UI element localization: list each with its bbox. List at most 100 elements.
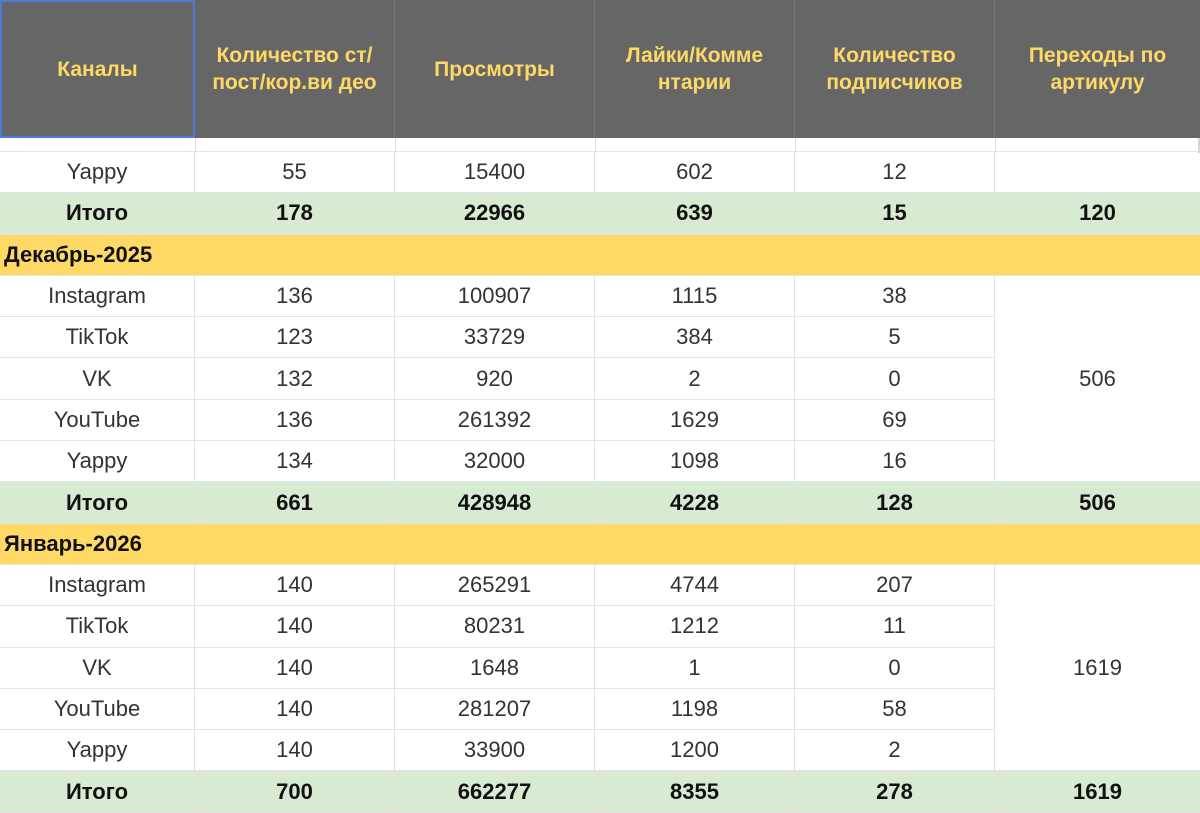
cell-posts[interactable]: 140 [195,564,395,606]
cell-subscribers[interactable]: 2 [795,730,995,771]
header-cell-channels[interactable]: Каналы [0,0,195,138]
cell-likes[interactable]: 1212 [595,606,795,647]
cell-channel[interactable]: Instagram [0,564,195,606]
cell-views[interactable]: 261392 [395,399,595,441]
header-cell-subscribers[interactable]: Количество подписчиков [795,0,995,138]
frozen-divider [1198,138,1200,153]
cell-total-subscribers[interactable]: 278 [795,771,995,812]
cell-likes[interactable]: 1629 [595,399,795,441]
cell-total-subscribers[interactable]: 128 [795,482,995,523]
table-body: Yappy 55 15400 602 12 Итого 178 22966 63… [0,152,1200,813]
cell-total-posts[interactable]: 700 [195,771,395,812]
cell-views[interactable]: 920 [395,358,595,399]
cell-likes[interactable]: 4744 [595,564,795,606]
header-cell-posts[interactable]: Количество ст/пост/кор.ви део [195,0,395,138]
cell-views[interactable]: 100907 [395,275,595,317]
gap-divider [195,138,196,152]
cell-subscribers[interactable]: 12 [795,152,995,193]
cell-channel[interactable]: YouTube [0,688,195,730]
cell-total-label[interactable]: Итого [0,193,195,234]
cell-subscribers[interactable]: 207 [795,564,995,606]
header-cell-views[interactable]: Просмотры [395,0,595,138]
cell-total-posts[interactable]: 661 [195,482,395,523]
table-row: YouTube 136 261392 1629 69 [0,399,1200,442]
cell-likes[interactable]: 1200 [595,730,795,771]
header-cell-clicks[interactable]: Переходы по артикулу [1028,44,1167,94]
merged-clicks-cell[interactable]: 1619 [995,564,1200,772]
section-january: Instagram 140 265291 4744 207 TikTok 140… [0,564,1200,772]
cell-views[interactable]: 1648 [395,647,595,688]
cell-total-clicks[interactable]: 120 [1079,200,1116,226]
cell-channel[interactable]: Yappy [0,152,195,193]
cell-subscribers[interactable]: 11 [795,606,995,647]
total-row: Итого 661 428948 4228 128 506 [0,482,1200,524]
cell-posts[interactable]: 140 [195,730,395,771]
cell-total-clicks[interactable]: 506 [1079,489,1116,515]
cell-posts[interactable]: 123 [195,317,395,358]
table-row: YouTube 140 281207 1198 58 [0,688,1200,731]
cell-likes[interactable]: 2 [595,358,795,399]
cell-views[interactable]: 15400 [395,152,595,193]
gap-divider [795,138,796,152]
table-row: Yappy 134 32000 1098 16 [0,441,1200,483]
cell-views[interactable]: 265291 [395,564,595,606]
cell-total-views[interactable]: 662277 [395,771,595,812]
cell-subscribers[interactable]: 69 [795,399,995,441]
gap-divider [595,138,596,152]
cell-likes[interactable]: 384 [595,317,795,358]
cell-total-label[interactable]: Итого [0,771,195,812]
table-row: Instagram 140 265291 4744 207 [0,564,1200,607]
cell-total-views[interactable]: 22966 [395,193,595,234]
table-row: VK 140 1648 1 0 [0,647,1200,689]
cell-views[interactable]: 281207 [395,688,595,730]
cell-clicks[interactable] [995,152,1200,192]
cell-channel[interactable]: VK [0,647,195,688]
cell-likes[interactable]: 1115 [595,275,795,317]
cell-channel[interactable]: TikTok [0,606,195,647]
cell-posts[interactable]: 55 [195,152,395,193]
cell-views[interactable]: 32000 [395,441,595,482]
cell-subscribers[interactable]: 5 [795,317,995,358]
cell-total-views[interactable]: 428948 [395,482,595,523]
cell-total-label[interactable]: Итого [0,482,195,523]
merged-clicks-cell[interactable]: 506 [995,275,1200,483]
cell-likes[interactable]: 1098 [595,441,795,482]
month-row-december: Декабрь-2025 [0,234,1200,276]
scroll-gap [0,138,1200,152]
cell-channel[interactable]: TikTok [0,317,195,358]
cell-likes[interactable]: 602 [595,152,795,193]
cell-posts[interactable]: 140 [195,606,395,647]
cell-total-posts[interactable]: 178 [195,193,395,234]
cell-total-likes[interactable]: 8355 [595,771,795,812]
cell-likes[interactable]: 1 [595,647,795,688]
cell-views[interactable]: 33729 [395,317,595,358]
cell-total-likes[interactable]: 4228 [595,482,795,523]
section-december: Instagram 136 100907 1115 38 TikTok 123 … [0,275,1200,483]
cell-channel[interactable]: VK [0,358,195,399]
cell-total-subscribers[interactable]: 15 [795,193,995,234]
cell-posts[interactable]: 136 [195,275,395,317]
cell-likes[interactable]: 1198 [595,688,795,730]
month-title[interactable]: Январь-2026 [4,530,142,556]
cell-total-clicks[interactable]: 1619 [1073,778,1122,804]
cell-posts[interactable]: 140 [195,647,395,688]
cell-channel[interactable]: Yappy [0,730,195,771]
month-title[interactable]: Декабрь-2025 [4,241,153,267]
cell-posts[interactable]: 132 [195,358,395,399]
cell-posts[interactable]: 134 [195,441,395,482]
cell-posts[interactable]: 136 [195,399,395,441]
cell-subscribers[interactable]: 38 [795,275,995,317]
header-cell-likes[interactable]: Лайки/Комме нтарии [595,0,795,138]
cell-subscribers[interactable]: 0 [795,647,995,688]
cell-subscribers[interactable]: 0 [795,358,995,399]
table-row: Yappy 140 33900 1200 2 [0,730,1200,772]
cell-channel[interactable]: YouTube [0,399,195,441]
cell-channel[interactable]: Instagram [0,275,195,317]
cell-views[interactable]: 80231 [395,606,595,647]
cell-channel[interactable]: Yappy [0,441,195,482]
cell-views[interactable]: 33900 [395,730,595,771]
cell-subscribers[interactable]: 16 [795,441,995,482]
cell-subscribers[interactable]: 58 [795,688,995,730]
cell-posts[interactable]: 140 [195,688,395,730]
cell-total-likes[interactable]: 639 [595,193,795,234]
